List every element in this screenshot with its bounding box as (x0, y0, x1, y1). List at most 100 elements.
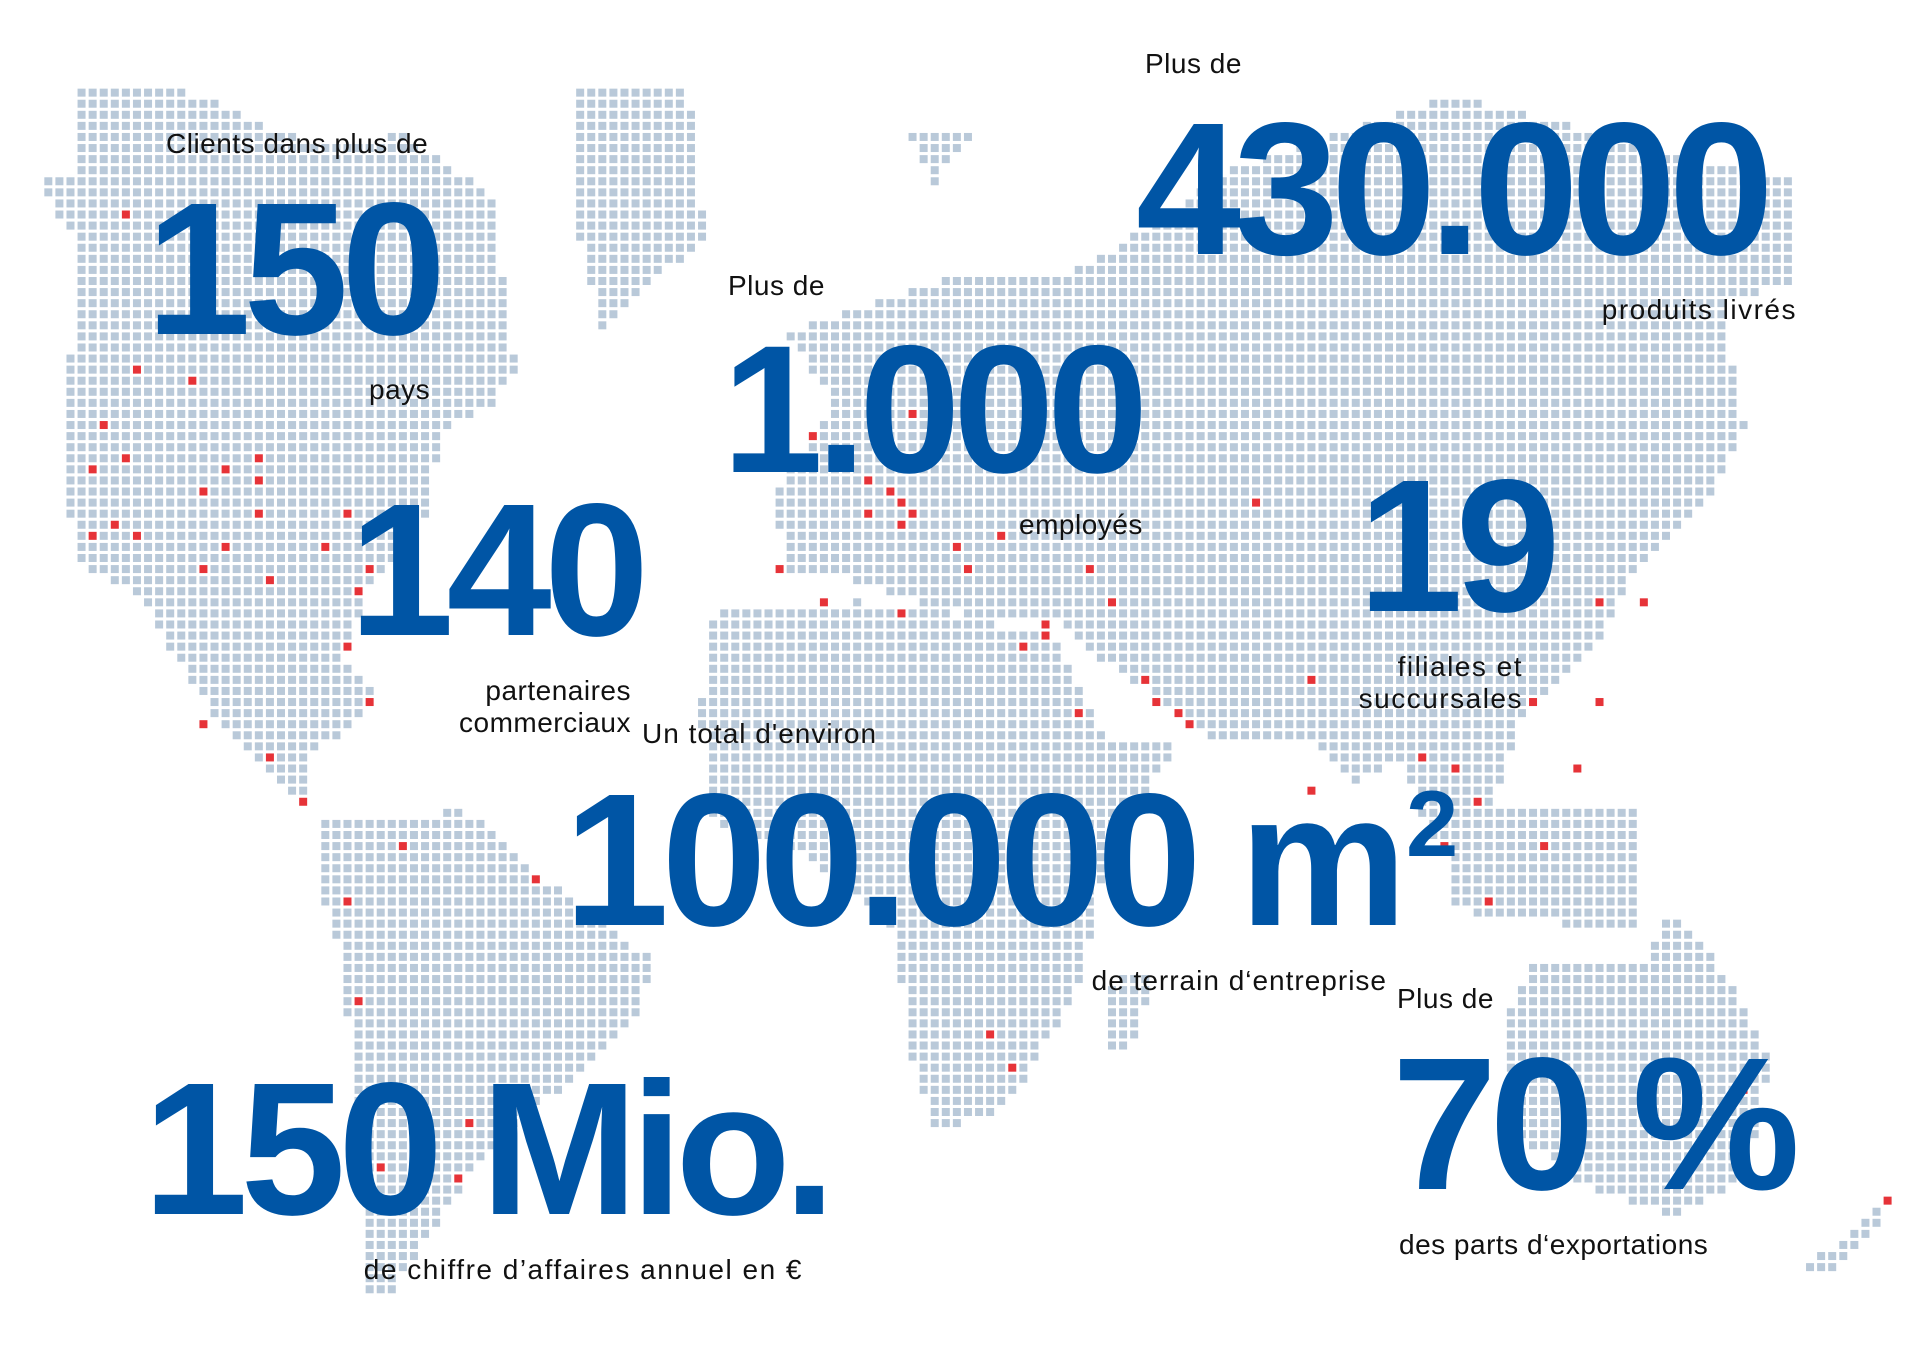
map-dot (1008, 343, 1017, 352)
map-dot (398, 487, 407, 496)
map-dot (421, 288, 430, 297)
map-dot (1052, 897, 1061, 906)
map-dot (188, 277, 197, 285)
map-dot (354, 288, 363, 297)
map-dot (1074, 487, 1083, 496)
map-dot (1052, 421, 1061, 430)
location-dot (354, 587, 363, 596)
map-dot (1063, 664, 1072, 673)
map-dot (254, 542, 263, 551)
map-dot (110, 432, 119, 441)
map-dot (1096, 343, 1105, 352)
map-dot (310, 642, 319, 651)
map-dot (1041, 941, 1050, 950)
map-dot (1019, 343, 1028, 352)
map-dot (421, 1152, 430, 1161)
map-dot (919, 941, 928, 950)
map-dot (432, 1196, 441, 1205)
map-dot (321, 343, 330, 352)
map-dot (232, 686, 241, 695)
map-dot (1074, 963, 1083, 972)
map-dot (243, 365, 252, 374)
map-dot (354, 354, 363, 363)
map-dot (897, 897, 906, 906)
map-dot (908, 919, 917, 928)
map-dot (77, 299, 86, 308)
map-dot (132, 487, 141, 496)
map-dot (587, 986, 596, 995)
map-dot (897, 963, 906, 972)
map-dot (1074, 321, 1083, 330)
map-dot (1074, 886, 1083, 895)
map-dot (631, 155, 640, 164)
map-dot (997, 653, 1006, 662)
map-dot (443, 1152, 452, 1161)
map-dot (132, 376, 141, 385)
map-dot (1152, 343, 1161, 352)
map-dot (299, 653, 308, 662)
map-dot (332, 487, 341, 496)
map-dot (332, 177, 341, 186)
map-dot (376, 398, 385, 407)
map-dot (1030, 288, 1039, 297)
map-dot (354, 166, 363, 175)
map-dot (254, 443, 263, 452)
map-dot (277, 686, 285, 695)
map-dot (343, 188, 352, 197)
map-dot (930, 409, 939, 418)
map-dot (1052, 764, 1061, 773)
map-dot (376, 221, 385, 230)
map-dot (332, 819, 341, 828)
map-dot (875, 831, 884, 839)
map-dot (155, 398, 164, 407)
map-dot (199, 531, 208, 540)
map-dot (908, 387, 917, 396)
map-dot (941, 1019, 950, 1028)
map-dot (155, 554, 164, 562)
map-dot (997, 1085, 1006, 1094)
map-dot (1085, 908, 1094, 917)
map-dot (177, 354, 186, 363)
map-dot (786, 753, 795, 762)
map-dot (997, 520, 1006, 529)
map-dot (432, 155, 441, 164)
map-dot (299, 277, 308, 285)
map-dot (930, 321, 939, 330)
map-dot (1052, 875, 1061, 884)
map-dot (963, 1096, 972, 1105)
map-dot (310, 653, 319, 662)
location-dot (188, 376, 197, 385)
map-dot (1052, 365, 1061, 374)
map-dot (310, 531, 319, 540)
map-dot (365, 243, 374, 252)
map-dot (797, 554, 806, 562)
map-dot (99, 88, 108, 97)
map-dot (1019, 831, 1028, 839)
map-dot (653, 177, 662, 186)
map-dot (1174, 432, 1183, 441)
map-dot (121, 277, 130, 285)
map-dot (254, 598, 263, 607)
map-dot (975, 709, 984, 718)
map-dot (1019, 709, 1028, 718)
map-dot (188, 432, 197, 441)
map-dot (454, 365, 463, 374)
map-dot (1030, 476, 1039, 485)
map-dot (509, 986, 518, 995)
map-dot (1019, 853, 1028, 862)
map-dot (986, 908, 995, 917)
map-dot (975, 565, 984, 574)
map-dot (398, 1207, 407, 1216)
map-dot (243, 587, 252, 596)
map-dot (243, 709, 252, 718)
map-dot (786, 686, 795, 695)
map-dot (343, 166, 352, 175)
map-dot (221, 387, 230, 396)
map-dot (864, 819, 873, 828)
map-dot (609, 199, 618, 208)
map-dot (1174, 631, 1183, 640)
map-dot (576, 941, 585, 950)
map-dot (963, 1108, 972, 1116)
map-dot (908, 1030, 917, 1039)
map-dot (831, 321, 839, 330)
